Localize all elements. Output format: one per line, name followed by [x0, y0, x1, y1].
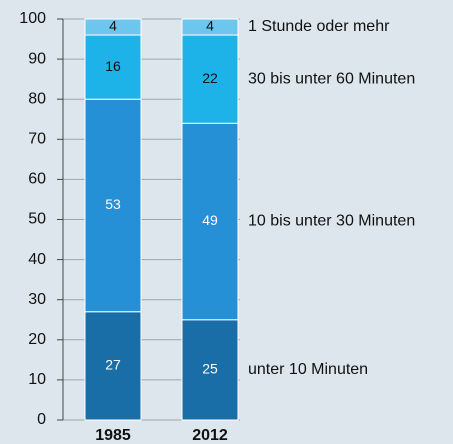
- bar-segment: [84, 34, 142, 100]
- y-tick-label: 40: [28, 251, 46, 268]
- legend-label: 1 Stunde oder mehr: [248, 18, 390, 35]
- value-label: 25: [202, 361, 218, 377]
- bar-segment: [181, 319, 239, 421]
- value-label: 16: [105, 58, 121, 74]
- y-tick-label: 60: [28, 171, 46, 188]
- bar-segment: [181, 122, 239, 321]
- legend-label: 30 bis unter 60 Minuten: [248, 70, 415, 87]
- value-label: 27: [105, 357, 121, 373]
- y-tick-label: 20: [28, 331, 46, 348]
- value-label: 4: [109, 18, 117, 34]
- x-tick-label: 1985: [95, 427, 131, 444]
- legend-label: 10 bis unter 30 Minuten: [248, 213, 415, 230]
- y-tick-label: 70: [28, 131, 46, 148]
- y-tick-label: 100: [19, 10, 46, 27]
- bar-segment: [84, 18, 142, 36]
- y-tick-label: 30: [28, 291, 46, 308]
- value-label: 4: [206, 18, 214, 34]
- bar-segment: [84, 311, 142, 421]
- value-label: 53: [105, 196, 121, 212]
- bar-segment: [181, 18, 239, 36]
- legend-label: unter 10 Minuten: [248, 361, 368, 378]
- y-tick-label: 10: [28, 371, 46, 388]
- y-tick-label: 50: [28, 211, 46, 228]
- y-tick-label: 90: [28, 50, 46, 67]
- value-label: 49: [202, 212, 218, 228]
- bar-segment: [181, 34, 239, 124]
- value-label: 22: [202, 70, 218, 86]
- x-tick-label: 2012: [192, 427, 228, 444]
- bar-segment: [84, 98, 142, 313]
- y-tick-label: 0: [37, 411, 46, 428]
- y-tick-label: 80: [28, 90, 46, 107]
